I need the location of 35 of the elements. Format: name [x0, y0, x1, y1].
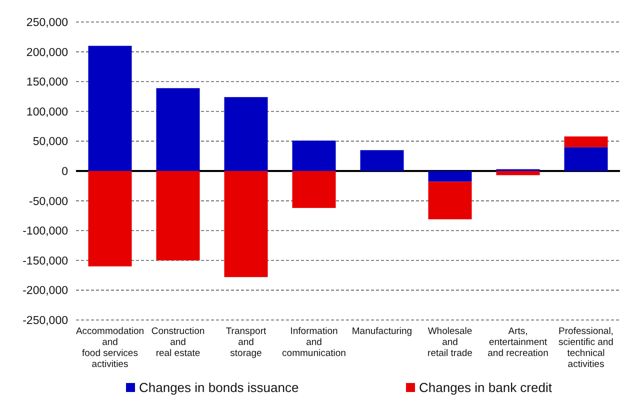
bar	[292, 140, 336, 171]
legend-label: Changes in bonds issuance	[139, 380, 299, 395]
y-tick-label: 200,000	[26, 46, 68, 59]
y-tick-label: 150,000	[26, 76, 68, 89]
y-tick-label: -100,000	[22, 226, 68, 238]
y-tick-label: -150,000	[22, 255, 68, 268]
x-tick-label: Information and communication	[282, 326, 346, 359]
x-tick-label: Arts, entertainment and recreation	[488, 326, 548, 359]
x-tick-label: Accommodation and food services activities	[76, 326, 144, 370]
bar	[564, 136, 608, 148]
bar	[224, 171, 268, 278]
y-tick-label: 50,000	[32, 136, 68, 148]
x-tick-label: Professional, scientific and technical activities	[558, 326, 614, 370]
bar	[428, 182, 472, 220]
x-tick-label: Wholesale and retail trade	[428, 326, 472, 359]
x-tick-label: Construction and real estate	[151, 326, 205, 359]
y-tick-label: 250,000	[26, 17, 68, 30]
y-tick-label: 100,000	[26, 106, 68, 118]
bar	[564, 147, 608, 171]
x-tick-label: Manufacturing	[352, 326, 412, 337]
bar	[292, 171, 336, 208]
bar	[224, 97, 268, 171]
x-tick-label: Transport and storage	[226, 326, 267, 359]
y-tick-label: 0	[62, 166, 68, 178]
bar	[156, 171, 200, 260]
legend-label: Changes in bank credit	[419, 380, 552, 395]
bar	[88, 46, 132, 171]
y-tick-label: -250,000	[22, 315, 68, 328]
bar	[156, 88, 200, 171]
y-tick-label: -50,000	[28, 196, 68, 208]
bar	[360, 150, 404, 171]
bar	[496, 171, 540, 176]
y-tick-label: -200,000	[22, 285, 68, 298]
bar	[88, 171, 132, 266]
bar	[428, 171, 472, 182]
